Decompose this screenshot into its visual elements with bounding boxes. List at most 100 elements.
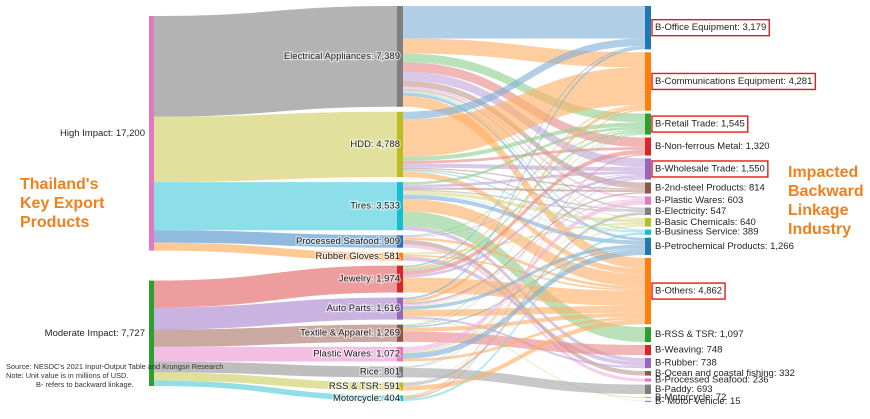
left-axis-title: Thailand's Key Export Products xyxy=(20,175,104,232)
flow-moderate-jewelry xyxy=(154,265,397,308)
flow-tires-others xyxy=(403,198,645,287)
node-brss xyxy=(645,327,651,343)
node-moderate xyxy=(149,280,154,386)
flow-plastic-petro xyxy=(403,249,645,359)
product-label: Jewelry: 1,974 xyxy=(339,274,400,285)
group-product-flows xyxy=(154,6,397,401)
product-label: Motorcycle: 404 xyxy=(333,393,400,404)
flow-moto-nonferrous xyxy=(403,154,645,399)
industry-label: B-Office Equipment: 3,179 xyxy=(655,22,766,33)
flow-rice-retail xyxy=(403,133,645,368)
flow-plastic-elec xyxy=(403,212,645,352)
flow-tires-petro xyxy=(403,194,645,245)
node-steel xyxy=(645,182,651,194)
flow-plastic-others xyxy=(403,316,645,362)
right-title-line: Backward xyxy=(788,183,864,200)
node-ea xyxy=(397,6,403,107)
node-plastic xyxy=(397,346,403,362)
source-note: Source: NESDC's 2021 Input-Output Table … xyxy=(6,362,224,371)
flow-moderate-rss xyxy=(154,372,397,391)
flow-auto-office xyxy=(403,47,645,300)
industry-label: B- Motor Vehicle: 15 xyxy=(655,396,741,407)
flow-textile-petro xyxy=(403,247,645,328)
flow-auto-comm xyxy=(403,106,645,303)
industry-label: B-Communications Equipment: 4,281 xyxy=(655,76,812,87)
node-others xyxy=(645,257,651,325)
flow-pseafood-fishing xyxy=(403,239,645,376)
flow-moderate-moto xyxy=(154,380,397,401)
product-label: HDD: 4,788 xyxy=(350,139,400,150)
node-high xyxy=(149,16,154,251)
flow-jewelry-others xyxy=(403,277,645,306)
node-gloves xyxy=(397,252,403,261)
node-bvehicle xyxy=(645,400,651,402)
industry-label: B-Wholesale Trade: 1,550 xyxy=(655,163,765,174)
product-label: Processed Seafood: 909 xyxy=(296,236,400,247)
flow-textile-retail xyxy=(403,132,645,326)
flow-rice-wholesale xyxy=(403,178,645,368)
flow-jewelry-comm xyxy=(403,104,645,269)
flow-moto-retail xyxy=(403,134,645,398)
highlight-box xyxy=(651,115,749,133)
node-wholesale xyxy=(645,158,651,180)
industry-label: B-Electricity: 547 xyxy=(655,206,726,217)
flow-ea-elec xyxy=(403,88,645,210)
flow-hdd-retail xyxy=(403,122,645,161)
node-retail xyxy=(645,113,651,135)
product-label: Electrical Appliances: 7,389 xyxy=(284,51,400,62)
flow-jewelry-wholesale xyxy=(403,174,645,278)
industry-label: B-Non-ferrous Metal: 1,320 xyxy=(655,141,770,152)
sankey-labels: High Impact: 17,200 Moderate Impact: 7,72… xyxy=(45,18,817,407)
industry-label: B-Business Service: 389 xyxy=(655,227,759,238)
flow-tires-chem xyxy=(403,190,645,223)
highlight-box xyxy=(651,282,726,300)
flow-tires-retail xyxy=(403,126,645,185)
flow-moto-comm xyxy=(403,109,645,397)
flow-moto-bizsvc xyxy=(403,232,645,401)
flow-textile-others xyxy=(403,312,645,332)
node-bizsvc xyxy=(645,229,651,235)
node-paddy xyxy=(645,384,651,395)
flow-hdd-others xyxy=(403,171,645,275)
flow-high-pseafood xyxy=(154,230,397,248)
right-axis-title: Impacted Backward Linkage Industry xyxy=(788,163,864,239)
node-brubber xyxy=(645,358,651,369)
flow-moderate-rice xyxy=(154,361,397,378)
node-chem xyxy=(645,217,651,227)
node-bplastic xyxy=(645,196,651,205)
flow-ea-retail xyxy=(403,53,645,123)
node-bmoto xyxy=(645,396,651,399)
flow-hdd-comm xyxy=(403,67,645,157)
flow-ea-office xyxy=(403,6,645,39)
flow-jewelry-nonferrous xyxy=(403,149,645,275)
flow-pseafood-retail xyxy=(403,129,645,237)
industry-label: B-Processed Seafood: 236 xyxy=(655,375,769,386)
node-moto xyxy=(397,395,403,401)
right-title-line: Industry xyxy=(788,221,852,238)
left-title-line: Thailand's xyxy=(20,176,99,193)
product-industry-flows xyxy=(403,6,645,402)
flow-auto-bmoto xyxy=(403,318,645,399)
flow-moderate-auto xyxy=(154,297,397,330)
node-rss xyxy=(397,382,403,391)
node-bpseafood xyxy=(645,378,651,382)
industry-label: B-Petrochemical Products: 1,266 xyxy=(655,241,794,252)
left-title-line: Key Export xyxy=(20,195,105,212)
industry-label: B-Others: 4,862 xyxy=(655,286,722,297)
industry-label: B-RSS & TSR: 1,097 xyxy=(655,329,744,340)
flow-rss-retail xyxy=(403,133,645,383)
product-label: RSS & TSR: 591 xyxy=(329,381,400,392)
group-label: Moderate Impact: 7,727 xyxy=(45,328,145,339)
node-nonferrous xyxy=(645,137,651,156)
flow-plastic-bplastic xyxy=(403,199,645,352)
node-auto xyxy=(397,297,403,320)
flow-high-ea xyxy=(154,6,397,117)
highlight-box xyxy=(651,18,770,37)
node-fishing xyxy=(645,371,651,376)
right-title-line: Linkage xyxy=(788,202,849,219)
product-label: Textile & Apparel: 1,269 xyxy=(300,328,400,339)
industry-label: B-Plastic Wares: 603 xyxy=(655,195,743,206)
flow-textile-weaving xyxy=(403,331,645,356)
flow-ea-steel xyxy=(403,80,645,189)
